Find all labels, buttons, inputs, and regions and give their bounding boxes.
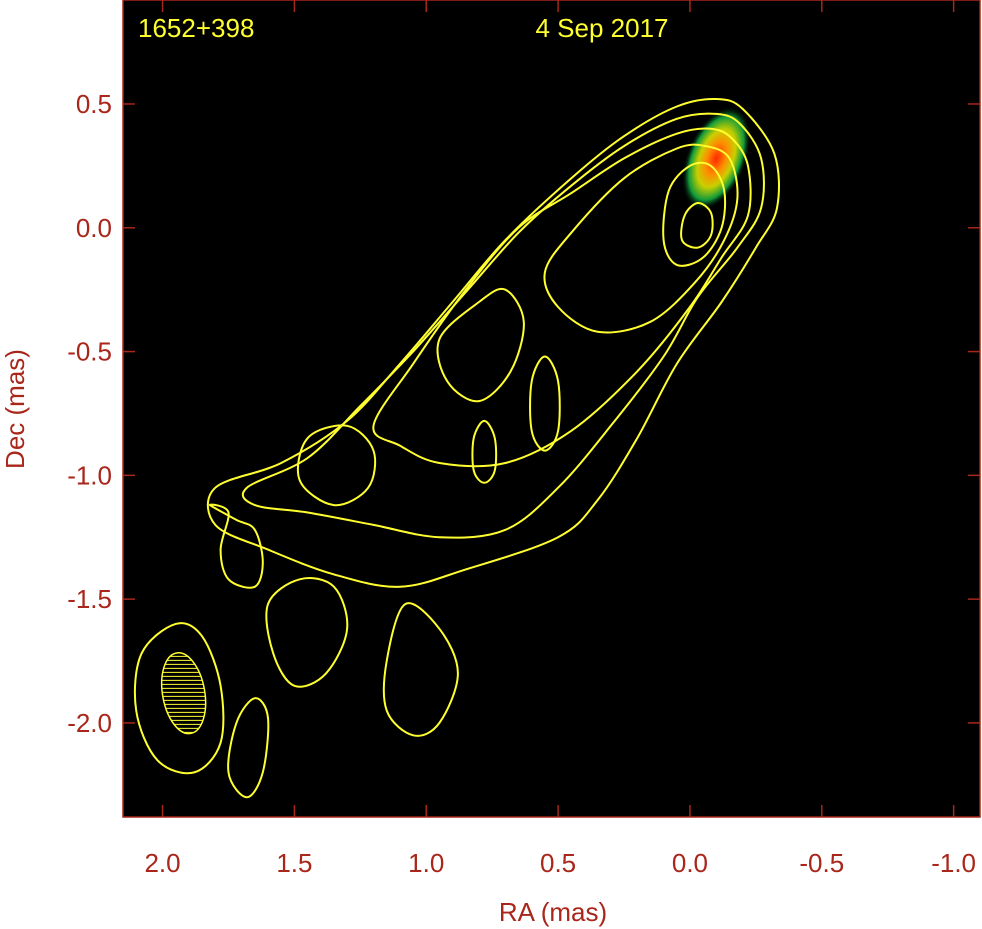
contour-14	[133, 622, 225, 775]
y-tick-label: -1.0	[67, 460, 112, 490]
contour-3	[372, 127, 752, 468]
y-tick-label: -1.5	[67, 584, 112, 614]
y-tick-label: -0.5	[67, 337, 112, 367]
y-tick-label: 0.0	[76, 213, 112, 243]
plot-content	[133, 97, 780, 799]
intensity-peak	[681, 106, 751, 211]
contour-11	[208, 503, 264, 589]
contour-5	[662, 161, 727, 267]
contour-6	[680, 202, 714, 249]
x-tick-label: 1.0	[408, 848, 444, 878]
y-tick-label: -2.0	[67, 708, 112, 738]
source-label: 1652+398	[138, 13, 254, 43]
x-tick-label: 1.5	[276, 848, 312, 878]
contour-group	[133, 97, 780, 799]
y-axis-label: Dec (mas)	[0, 349, 30, 469]
x-tick-label: -1.0	[931, 848, 976, 878]
contour-8	[436, 287, 525, 403]
contour-15	[227, 697, 270, 799]
contour-4	[543, 143, 739, 334]
contour-12	[265, 577, 349, 688]
x-tick-label: 2.0	[144, 848, 180, 878]
plot-background	[123, 0, 980, 817]
contour-7	[296, 424, 377, 507]
contour-9	[529, 355, 561, 452]
contour-1	[206, 97, 780, 588]
x-tick-label: 0.0	[672, 848, 708, 878]
date-label: 4 Sep 2017	[535, 13, 668, 43]
axis-ticks: 2.0 1.5 1.0 0.5 0.0 -0.5 -1.0 0.5 0.0 -0.5 -1.0 -1.…	[67, 0, 980, 878]
plot-frame	[122, 0, 981, 818]
x-tick-label: -0.5	[799, 848, 844, 878]
y-tick-label: 0.5	[76, 89, 112, 119]
x-tick-label: 0.5	[540, 848, 576, 878]
x-axis-label: RA (mas)	[499, 897, 607, 927]
contour-13	[382, 602, 459, 737]
contour-10	[471, 419, 498, 484]
beam-outline	[160, 652, 207, 735]
